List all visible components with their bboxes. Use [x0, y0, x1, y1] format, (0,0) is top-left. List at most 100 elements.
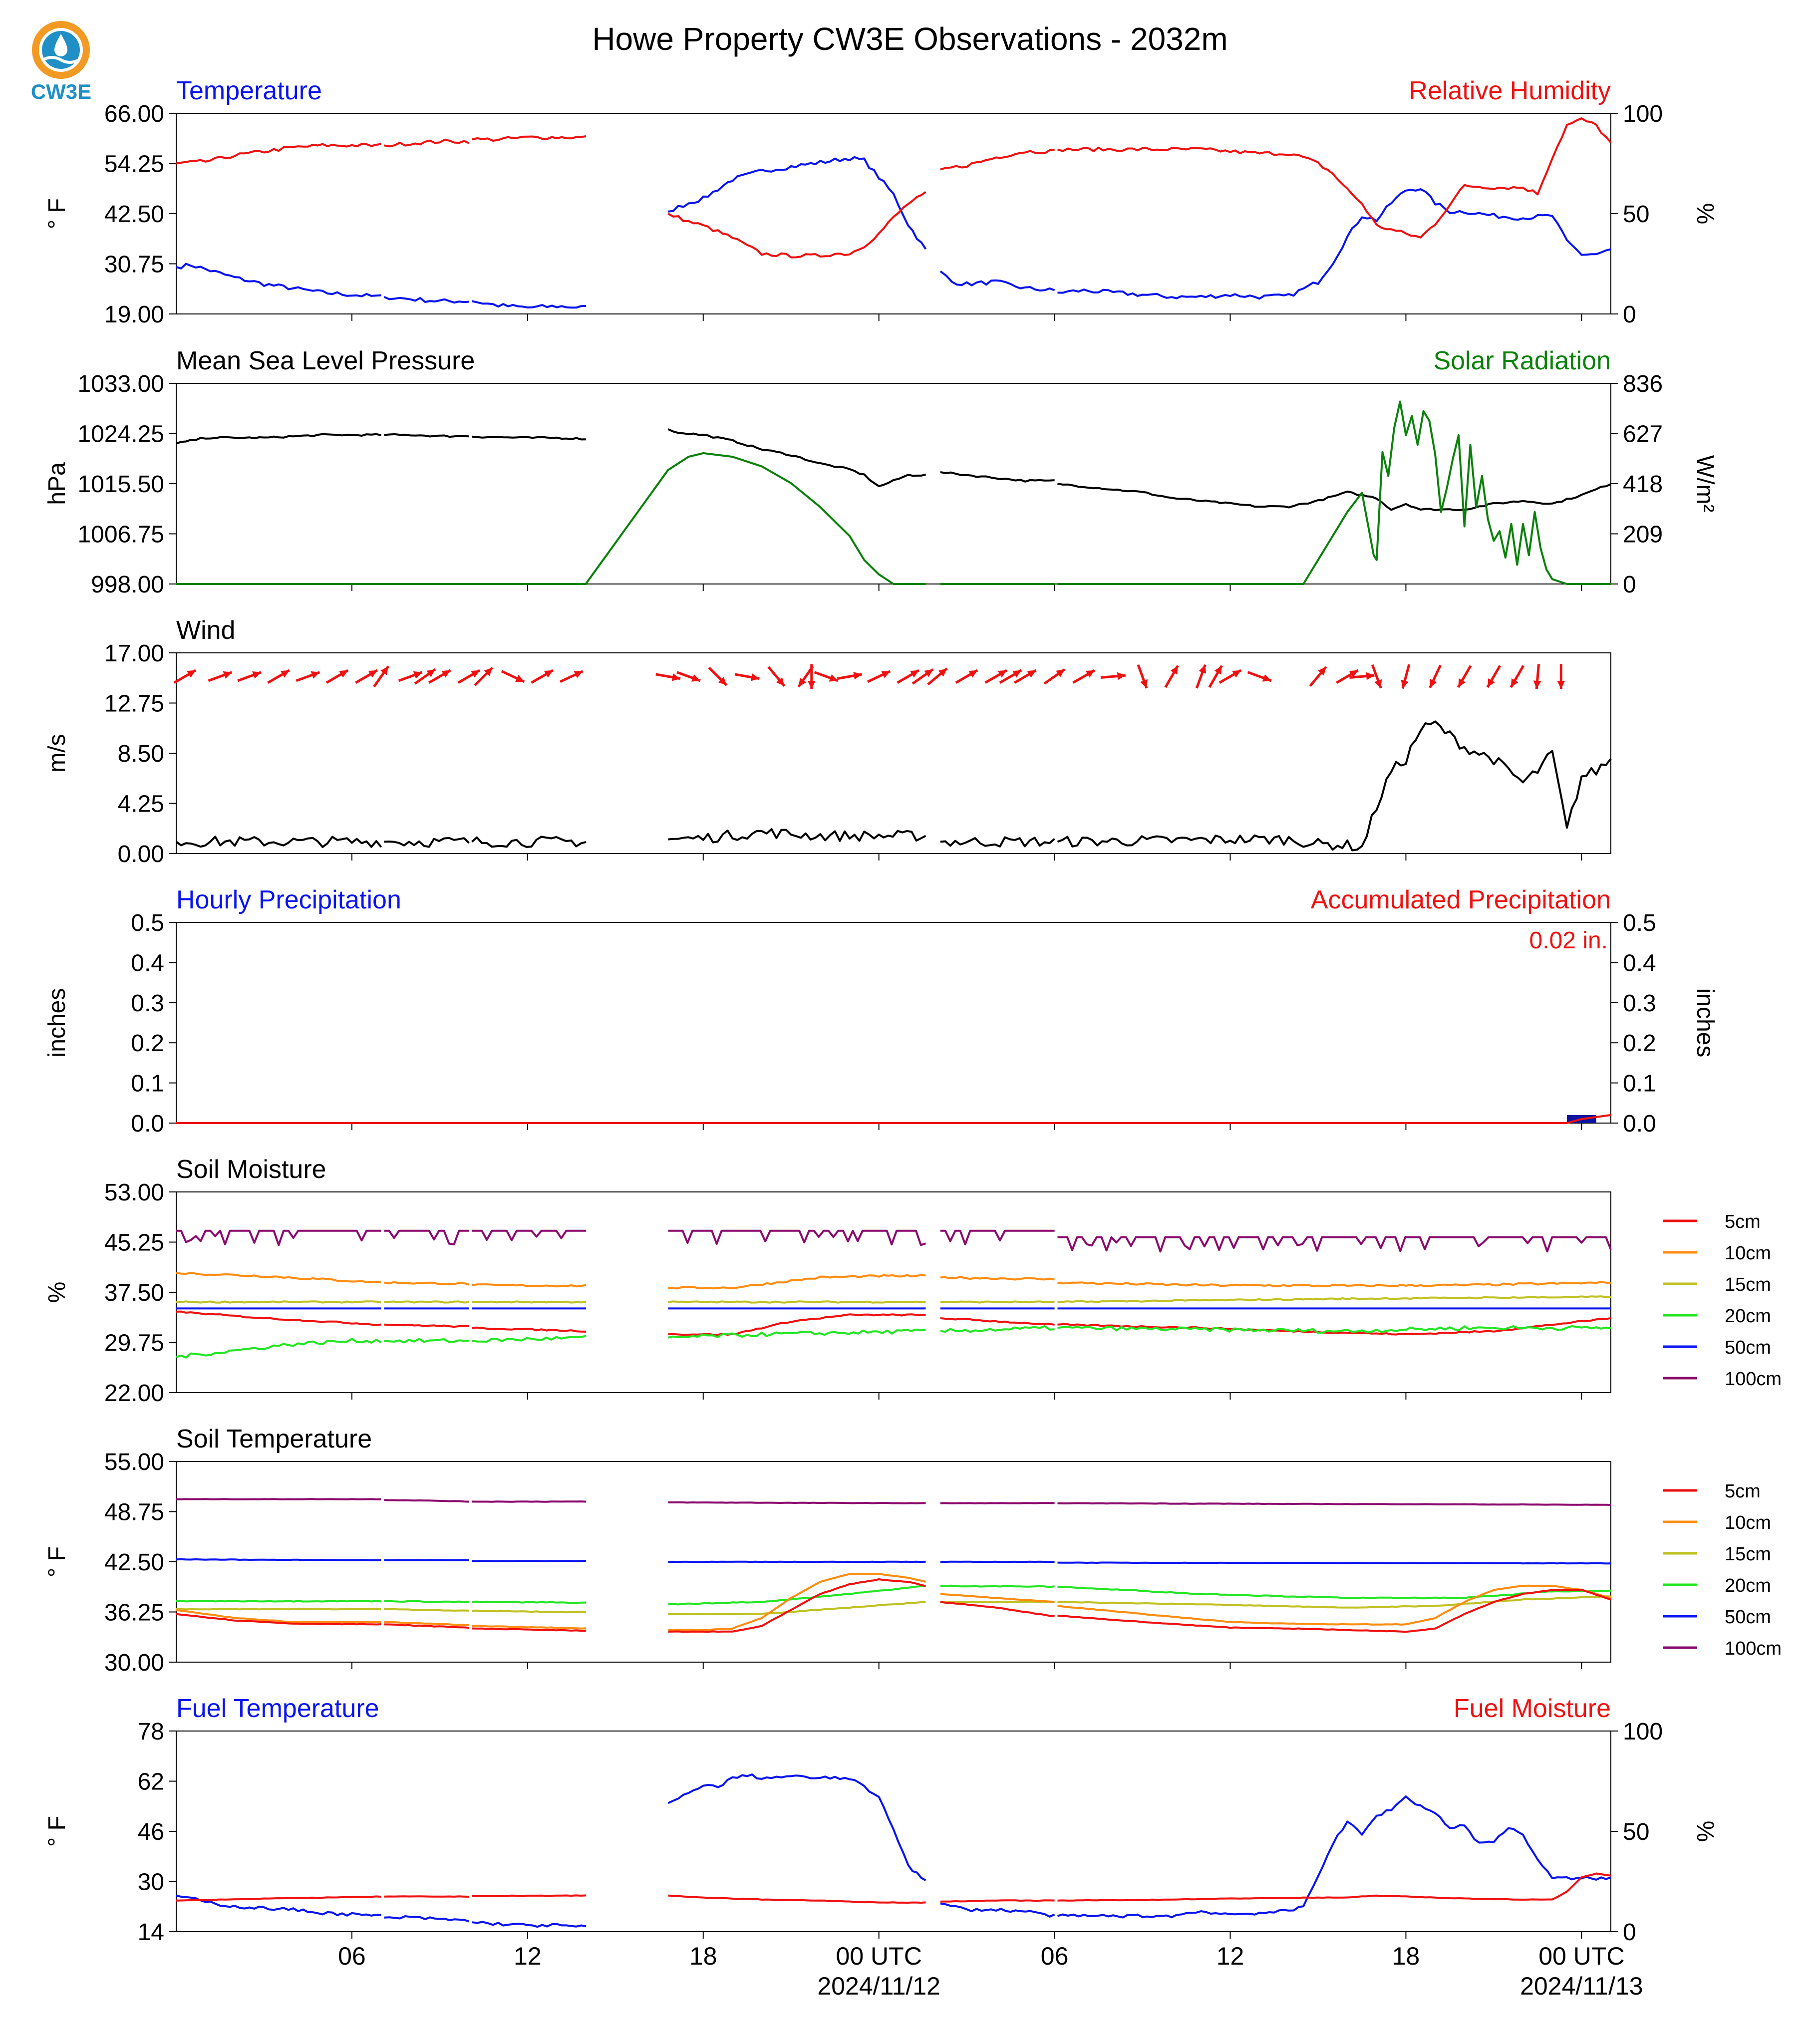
ytick-label-right: 0 — [1623, 301, 1636, 328]
wind-arrow-head — [997, 670, 1007, 678]
wind-arrow-head — [1374, 679, 1382, 688]
panel-title-left: Hourly Precipitation — [176, 885, 401, 914]
panel-3: Hourly Precipitation Accumulated Precipit… — [44, 885, 1718, 1137]
panel-frame — [176, 113, 1611, 314]
series-line-0 — [176, 1114, 1611, 1124]
panel-title-right: Accumulated Precipitation — [1311, 885, 1611, 914]
series-line-0 — [176, 1498, 1611, 1506]
legend-label: 5cm — [1725, 1211, 1761, 1232]
wind-arrow-head — [187, 670, 196, 678]
legend-label: 10cm — [1725, 1512, 1771, 1533]
panel-1: Mean Sea Level Pressure Solar Radiation 10… — [44, 346, 1718, 598]
panel-title-left: Soil Temperature — [176, 1425, 372, 1453]
ytick-label-left: 53.00 — [104, 1179, 164, 1206]
wind-arrow-head — [252, 671, 262, 679]
legend-label: 20cm — [1725, 1306, 1771, 1327]
ytick-label-left: 42.50 — [104, 201, 164, 228]
wind-arrow-head — [938, 668, 947, 677]
wind-arrow-head — [515, 674, 525, 682]
ytick-label-left: 1024.25 — [77, 421, 164, 448]
ytick-label-left: 37.50 — [104, 1280, 164, 1306]
series-line-4 — [176, 1573, 1611, 1632]
ytick-label-left: 54.25 — [104, 151, 164, 178]
ytick-label-right: 100 — [1623, 101, 1663, 127]
ytick-label-left: 48.75 — [104, 1499, 164, 1526]
panel-2: Wind 17.00 12.75 8.50 4.25 0.00 m/s — [44, 616, 1612, 868]
ytick-label-right: 0.5 — [1623, 910, 1656, 936]
ytick-label-left: 0.00 — [118, 841, 164, 868]
ylabel-left: hPa — [44, 462, 70, 505]
wind-arrow-head — [807, 681, 816, 689]
cw3e-logo-icon — [32, 21, 90, 79]
series-line-3 — [176, 1595, 1611, 1615]
ytick-label-left: 4.25 — [118, 791, 164, 818]
panel-4: Soil Moisture 53.00 45.25 37.50 29.75 22.00% 5… — [44, 1155, 1782, 1407]
ytick-label-left: 42.50 — [104, 1549, 164, 1576]
ytick-label-left: 0.0 — [131, 1111, 164, 1137]
xtick-label: 12 — [514, 1942, 542, 1970]
panel-6: Fuel Temperature Fuel Moisture 78 62 46 30 14 1… — [44, 1694, 1718, 1946]
ylabel-left: % — [44, 1282, 70, 1303]
xtick-label: 06 — [1041, 1942, 1069, 1970]
ytick-label-left: 30.75 — [104, 252, 164, 278]
panel-title-right: Solar Radiation — [1433, 346, 1611, 375]
wind-arrow-head — [426, 669, 436, 677]
wind-arrow-head — [671, 673, 680, 681]
ytick-label-left: 36.25 — [104, 1600, 164, 1626]
xtick-label: 12 — [1216, 1942, 1244, 1970]
xtick-label: 06 — [338, 1942, 366, 1970]
wind-arrow-head — [776, 677, 785, 686]
ylabel-left: m/s — [44, 734, 70, 772]
ytick-label-left: 0.5 — [131, 910, 164, 936]
ylabel-right: % — [1692, 203, 1718, 225]
legend-label: 100cm — [1725, 1638, 1782, 1659]
wind-arrow-head — [691, 674, 700, 682]
ytick-label-right: 627 — [1623, 421, 1663, 448]
ytick-label-right: 836 — [1623, 371, 1663, 397]
wind-arrow-head — [1012, 670, 1022, 678]
series-line-2 — [176, 1584, 1611, 1606]
ytick-label-left: 30.00 — [104, 1650, 164, 1676]
ytick-label-left: 46 — [138, 1819, 164, 1845]
ylabel-left: ° F — [44, 198, 70, 229]
panel-title-right: Fuel Moisture — [1454, 1694, 1611, 1723]
wind-arrow-head — [1458, 678, 1466, 687]
legend-label: 50cm — [1725, 1337, 1771, 1358]
panel-title-left: Soil Moisture — [176, 1155, 326, 1184]
ytick-label-right: 0.3 — [1623, 990, 1656, 1017]
cw3e-logo: CW3E — [27, 19, 95, 104]
ylabel-right: % — [1692, 1821, 1718, 1842]
wind-arrow-head — [1487, 678, 1495, 687]
legend-label: 15cm — [1725, 1544, 1771, 1565]
wind-arrow-head — [1262, 674, 1271, 682]
series-line-0 — [175, 720, 1612, 852]
wind-arrow-head — [1557, 681, 1565, 689]
ytick-label-right: 0 — [1623, 1919, 1636, 1946]
wind-arrow-head — [280, 670, 290, 678]
panel-title-right: Relative Humidity — [1409, 76, 1611, 105]
series-line-1 — [176, 400, 1611, 585]
wind-arrow-head — [1085, 670, 1095, 678]
precip-total-annotation: 0.02 in. — [1529, 927, 1608, 954]
series-line-0 — [176, 1229, 1612, 1253]
wind-arrow-head — [1214, 665, 1222, 675]
ytick-label-left: 12.75 — [104, 691, 164, 717]
wind-arrow-head — [310, 671, 320, 679]
xtick-label: 18 — [1392, 1942, 1420, 1970]
series-line-5 — [176, 1578, 1611, 1633]
wind-arrow-head — [798, 678, 807, 687]
ytick-label-left: 1015.50 — [77, 471, 164, 498]
wind-arrow-head — [1401, 679, 1409, 689]
wind-arrow-head — [1199, 664, 1207, 674]
ytick-label-right: 0.2 — [1623, 1030, 1656, 1057]
ytick-label-left: 55.00 — [104, 1449, 164, 1475]
wind-arrow-head — [1366, 672, 1375, 680]
wind-arrow-head — [1511, 678, 1518, 687]
legend-label: 20cm — [1725, 1575, 1771, 1596]
wind-arrow-head — [881, 671, 891, 678]
logo-text: CW3E — [30, 80, 92, 103]
wind-arrow-head — [829, 674, 838, 682]
figure-title: Howe Property CW3E Observations - 2032m — [592, 21, 1227, 57]
wind-arrow-head — [924, 669, 933, 677]
